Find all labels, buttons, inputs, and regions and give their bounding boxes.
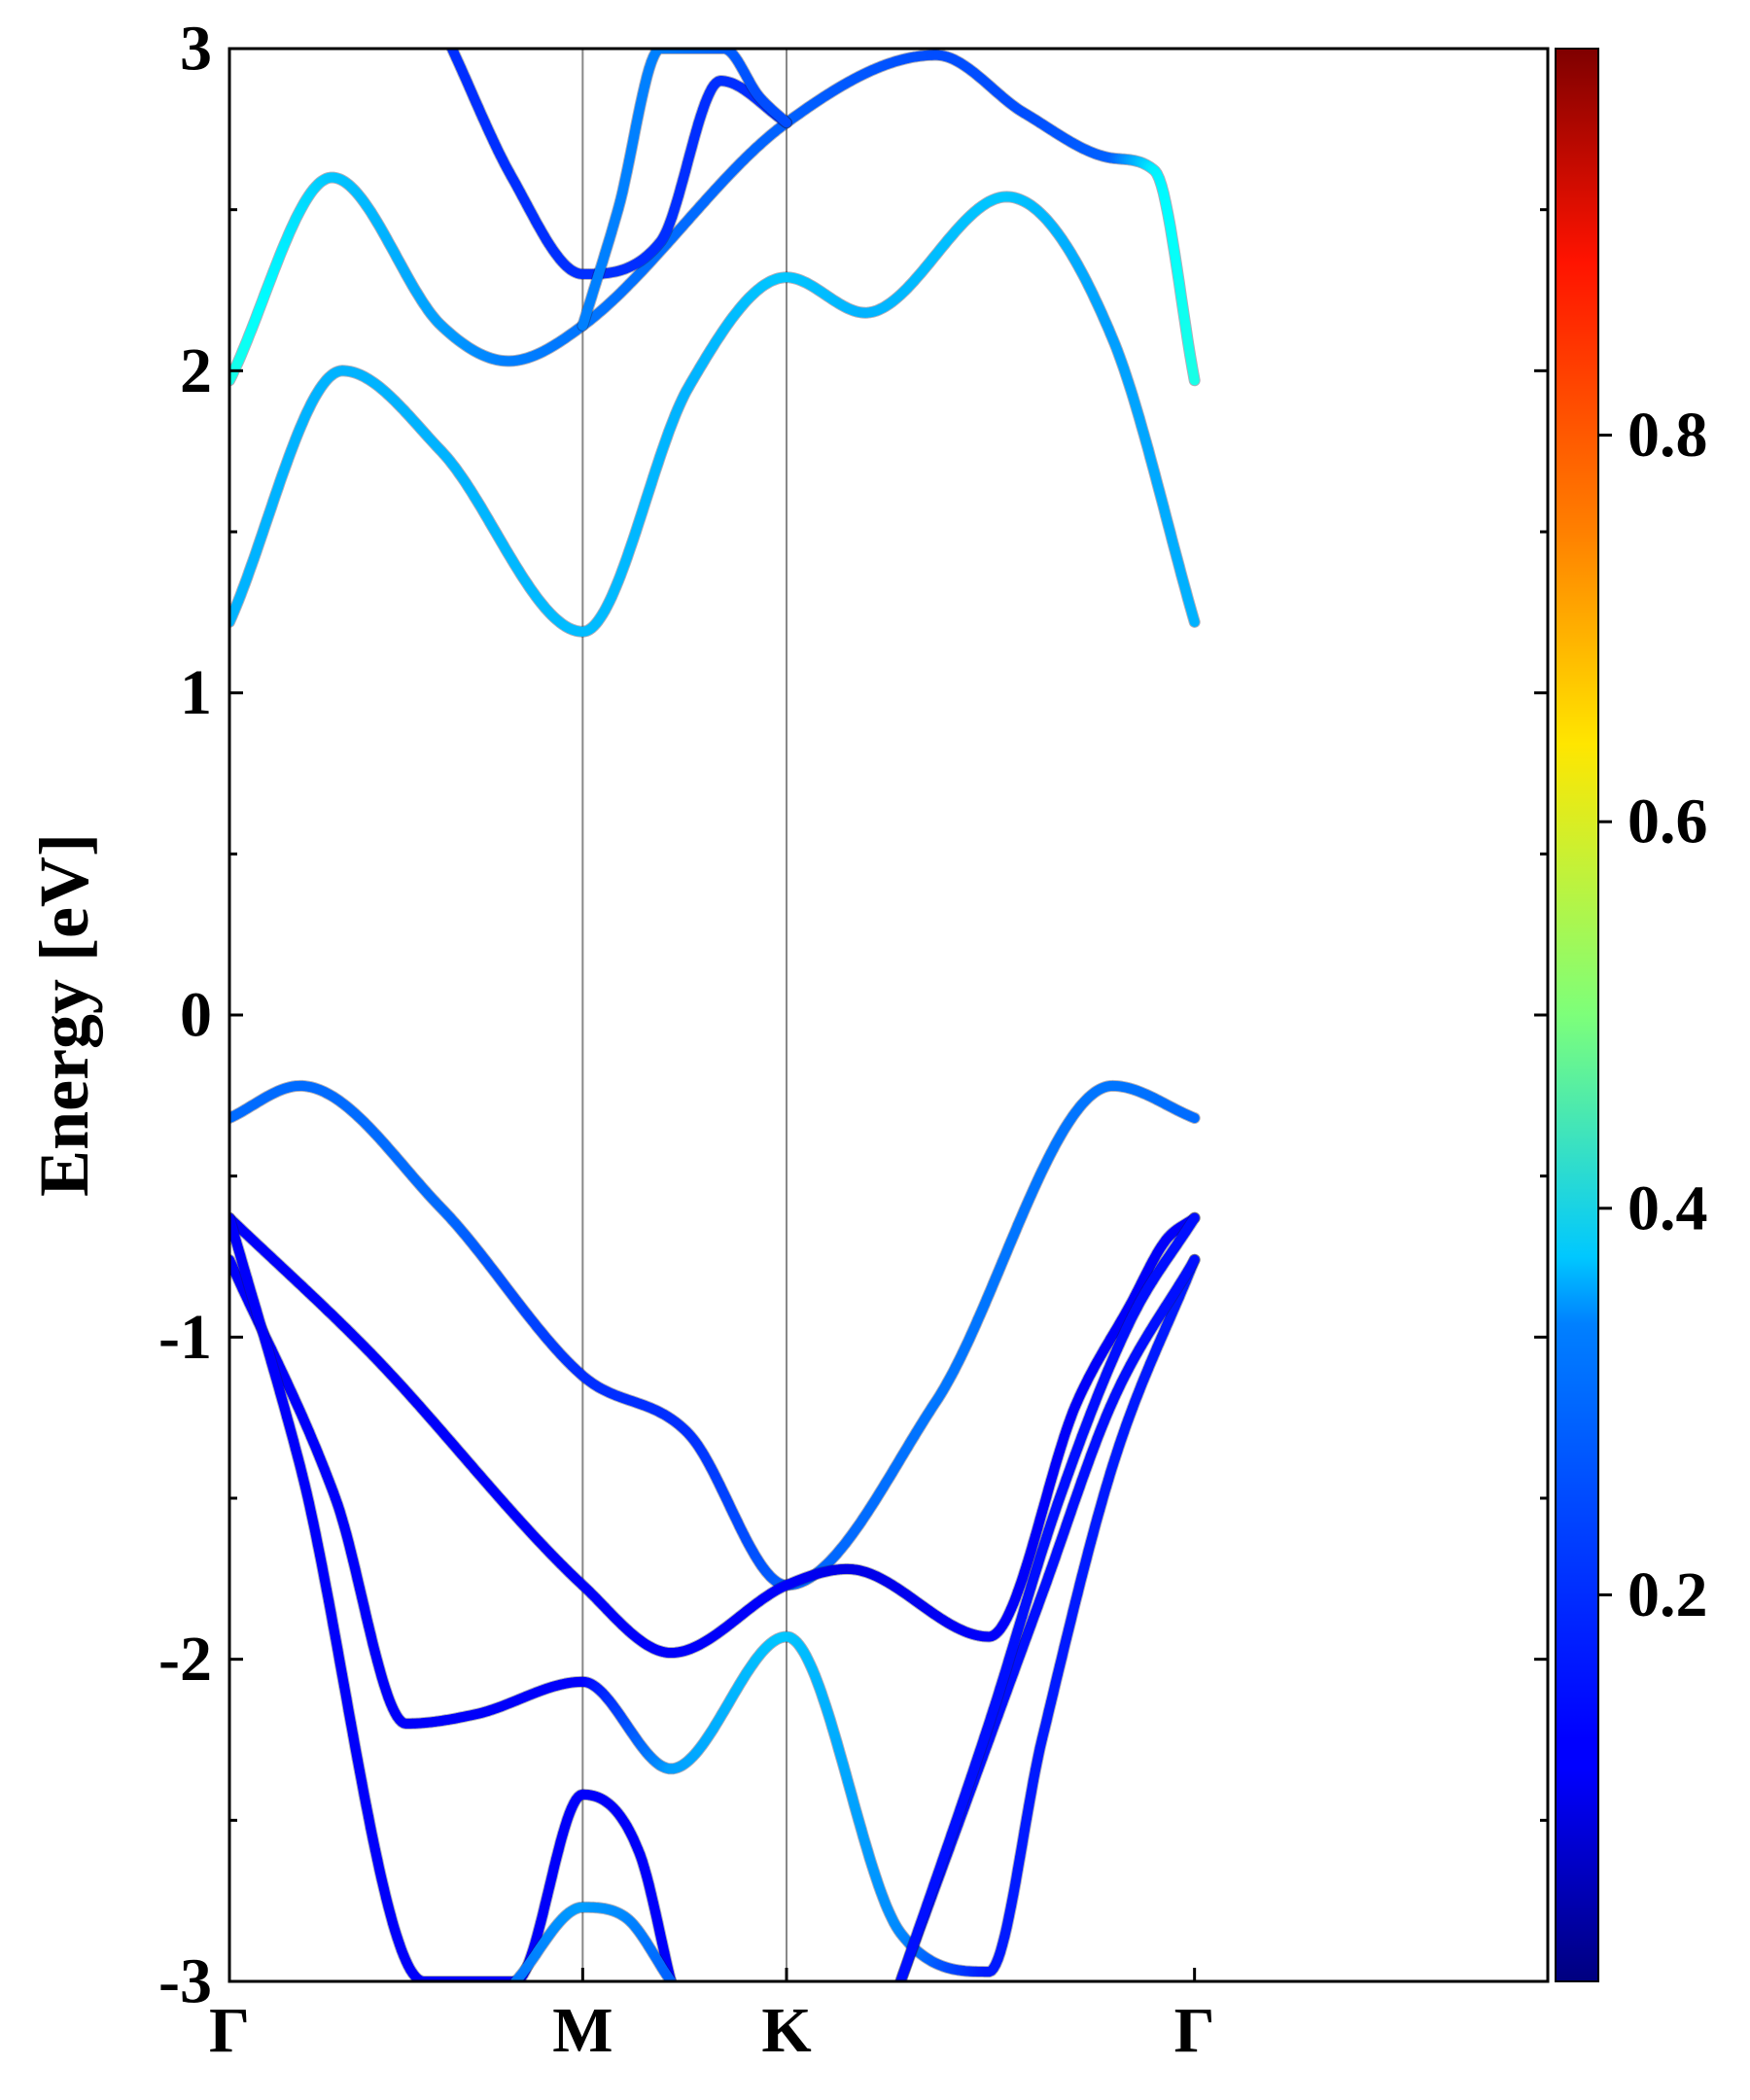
y-axis-ticks [229, 47, 1548, 1983]
colorbar-tick-label: 0.4 [1628, 1172, 1708, 1243]
colorbar-tick-label: 0.2 [1628, 1559, 1708, 1630]
colorbar-tick-label: 0.8 [1628, 400, 1708, 471]
band-9 [509, 1901, 678, 1981]
band-6 [229, 1211, 1201, 1659]
x-tick-label: Γ [1174, 1995, 1215, 2066]
x-tick-label: K [761, 1995, 811, 2066]
y-tick-label: 3 [180, 14, 212, 85]
plot-area: -3 -2 -1 0 1 2 3 Γ M K Γ Energy [eV] [25, 14, 1550, 2066]
kpoint-divider-lines [581, 49, 788, 1981]
band-1 [229, 49, 1201, 387]
band-10-segment [1187, 1254, 1200, 1269]
y-tick-label: -3 [158, 1946, 212, 2017]
band-5-segment [1187, 1112, 1200, 1123]
x-tick-label: M [552, 1995, 612, 2066]
band-4 [577, 49, 792, 332]
y-axis-tick-labels: -3 -2 -1 0 1 2 3 [158, 14, 212, 2017]
x-axis-ticks [228, 1968, 1197, 1981]
y-tick-label: 1 [180, 657, 212, 728]
y-axis-label: Energy [eV] [25, 833, 103, 1197]
band-11 [894, 1211, 1201, 1981]
colorbar: 0.2 0.4 0.6 0.8 [1555, 48, 1708, 1982]
y-tick-label: 0 [180, 980, 212, 1051]
y-tick-label: -1 [158, 1302, 212, 1373]
band-4-segment [779, 116, 791, 128]
colorbar-tick-label: 0.6 [1628, 787, 1708, 858]
colorbar-tick-labels: 0.2 0.4 0.6 0.8 [1628, 400, 1708, 1630]
band-2-segment [1187, 609, 1200, 627]
band-8 [229, 1211, 678, 1981]
colorbar-ticks [1598, 434, 1612, 1596]
band-2-outline [229, 191, 1201, 638]
plot-frame [228, 47, 1550, 1983]
x-tick-label: Γ [209, 1995, 250, 2066]
energy-bands [229, 49, 1201, 1981]
band-1-segment [1187, 363, 1200, 386]
y-tick-label: -2 [158, 1624, 212, 1695]
y-tick-label: 2 [180, 335, 212, 406]
colorbar-gradient [1555, 48, 1599, 1982]
band-2 [229, 191, 1201, 638]
band-3 [445, 49, 792, 280]
band-11-segment [1187, 1212, 1200, 1227]
band-7 [229, 1253, 1201, 1978]
